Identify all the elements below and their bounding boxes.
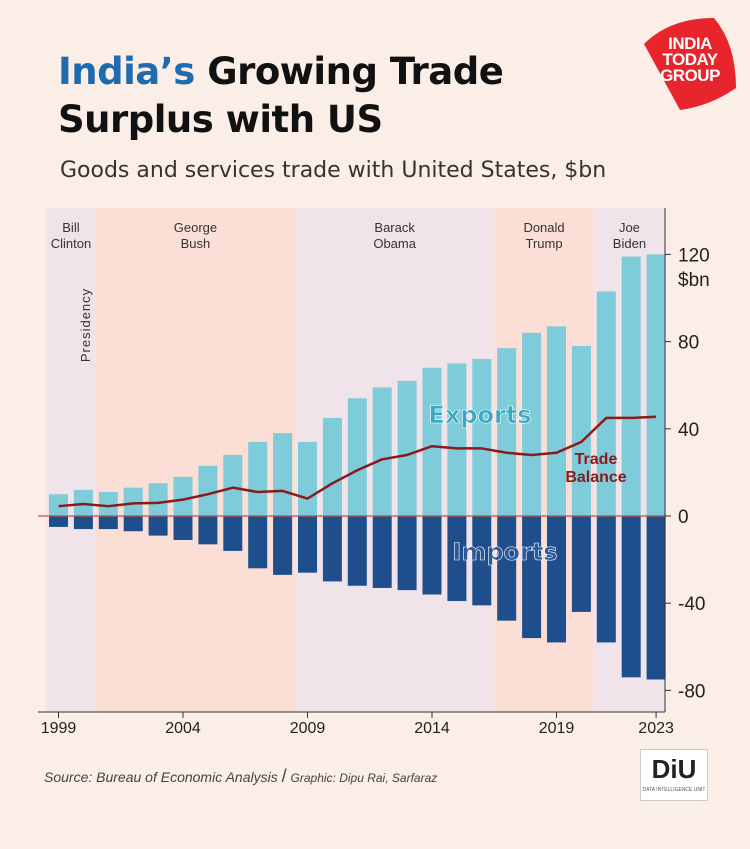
india-today-logo: INDIA TODAY GROUP xyxy=(640,14,740,114)
diu-logo-text: DiU xyxy=(651,754,697,784)
presidency-label: Clinton xyxy=(51,236,91,251)
presidency-label: George xyxy=(174,220,217,235)
export-bar xyxy=(472,359,492,516)
diu-caption: DATA INTELLIGENCE UNIT xyxy=(642,787,706,793)
export-bar xyxy=(522,332,542,516)
india-today-logo-shape xyxy=(644,18,736,110)
exports-label: Exports xyxy=(428,401,531,429)
import-bar xyxy=(49,516,68,527)
presidency-label: Barack xyxy=(374,220,415,235)
presidency-axis-label: Presidency xyxy=(78,288,93,362)
y-unit-label: $bn xyxy=(678,270,710,291)
y-tick-label: 80 xyxy=(678,333,699,354)
graphic-credit: Graphic: Dipu Rai, Sarfaraz xyxy=(290,771,438,785)
import-bar xyxy=(571,516,591,612)
import-bar xyxy=(372,516,392,588)
presidency-band xyxy=(46,208,96,712)
export-bar xyxy=(621,256,641,516)
logo-word: INDIA xyxy=(668,34,712,53)
import-bar xyxy=(621,516,641,678)
y-tick-label: -40 xyxy=(678,594,705,615)
import-bar xyxy=(98,516,118,530)
page-title: India’s Growing Trade Surplus with US xyxy=(58,48,618,144)
export-bar xyxy=(322,417,342,516)
export-bar xyxy=(547,326,566,516)
title-highlight: India’s xyxy=(58,50,195,93)
export-bar xyxy=(646,254,666,516)
import-bar xyxy=(148,516,168,536)
logo-badge-shape xyxy=(644,18,736,110)
import-bar xyxy=(497,516,517,621)
import-bar xyxy=(73,516,93,530)
import-bar xyxy=(223,516,243,551)
import-bar xyxy=(248,516,268,569)
chart-subtitle: Goods and services trade with United Sta… xyxy=(60,158,607,183)
export-bar xyxy=(148,483,168,516)
import-bar xyxy=(397,516,417,591)
export-bar xyxy=(596,291,616,516)
export-bar xyxy=(123,487,143,516)
import-bar xyxy=(298,516,317,573)
y-tick-label: 0 xyxy=(678,507,689,528)
import-bar xyxy=(422,516,442,595)
x-tick-label: 2009 xyxy=(290,720,326,737)
x-tick-label: 2004 xyxy=(165,720,201,737)
import-bar xyxy=(347,516,367,586)
imports-label: Imports xyxy=(452,538,557,566)
import-bar xyxy=(472,516,492,606)
export-bar xyxy=(347,398,367,516)
import-bar xyxy=(198,516,218,545)
export-bar xyxy=(273,433,293,516)
import-bar xyxy=(447,516,467,602)
import-bar xyxy=(646,516,666,680)
export-bar xyxy=(198,465,218,516)
source-separator: / xyxy=(281,766,287,786)
export-bar xyxy=(223,454,243,516)
export-bar xyxy=(397,380,417,516)
source-text: Source: Bureau of Economic Analysis xyxy=(44,769,278,785)
import-bar xyxy=(322,516,342,582)
export-bar xyxy=(571,345,591,516)
import-bar xyxy=(522,516,542,639)
import-bar xyxy=(547,516,566,643)
y-tick-label: -80 xyxy=(678,681,705,702)
trade-balance-label: Balance xyxy=(565,469,626,486)
import-bar xyxy=(123,516,143,532)
import-bar xyxy=(273,516,293,575)
trade-chart: BillClintonGeorgeBushBarackObamaDonaldTr… xyxy=(38,208,710,737)
export-bar xyxy=(422,367,442,516)
presidency-label: Bush xyxy=(181,236,211,251)
export-bar xyxy=(447,363,467,516)
export-bar xyxy=(98,492,118,516)
presidency-label: Trump xyxy=(526,236,563,251)
trade-balance-line xyxy=(58,415,657,508)
presidency-label: Obama xyxy=(373,236,416,251)
x-tick-label: 2023 xyxy=(638,720,674,737)
export-bar xyxy=(497,348,517,516)
presidency-label: Biden xyxy=(613,236,646,251)
logo-word: GROUP xyxy=(660,66,720,85)
export-bar xyxy=(372,387,392,516)
x-tick-label: 2014 xyxy=(414,720,450,737)
y-tick-label: 40 xyxy=(678,420,699,441)
export-bar xyxy=(248,441,268,516)
import-bar xyxy=(596,516,616,643)
trade-balance-label: Trade xyxy=(575,451,618,468)
presidency-label: Bill xyxy=(62,220,79,235)
logo-text: INDIA TODAY GROUP xyxy=(640,34,740,85)
diu-logo: DiU DATA INTELLIGENCE UNIT xyxy=(640,749,708,801)
source-line: Source: Bureau of Economic Analysis / Gr… xyxy=(44,766,437,787)
x-tick-label: 2019 xyxy=(539,720,575,737)
import-bar xyxy=(173,516,193,540)
title-line2: Surplus with US xyxy=(58,98,383,141)
presidency-label: Joe xyxy=(619,220,640,235)
y-tick-label: 120 xyxy=(678,245,710,266)
x-tick-label: 1999 xyxy=(41,720,77,737)
logo-word: TODAY xyxy=(662,50,718,69)
presidency-label: Donald xyxy=(523,220,564,235)
title-rest: Growing Trade xyxy=(207,50,504,93)
export-bar xyxy=(298,441,317,516)
export-bar xyxy=(173,476,193,516)
